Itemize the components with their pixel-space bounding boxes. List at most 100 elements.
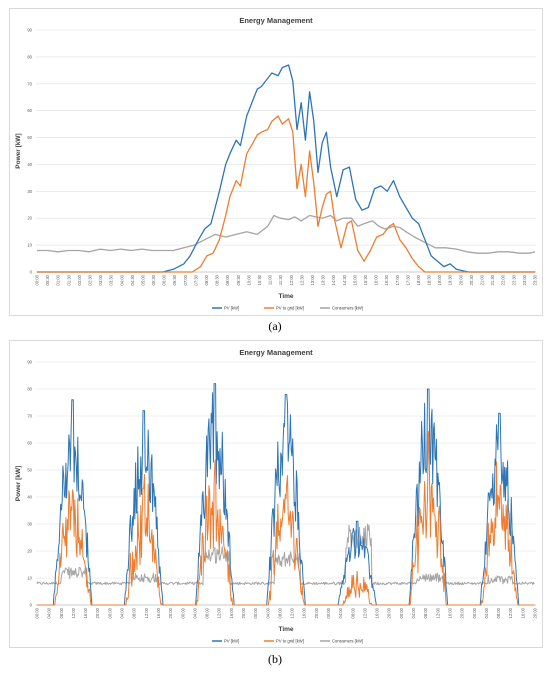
x-tick-label: 05:30 [151,274,156,285]
x-tick-label: 08:00 [350,607,355,618]
x-tick-label: 20:00 [458,274,463,285]
y-tick-label: 70 [27,81,32,86]
x-tick-label: 15:30 [363,274,368,285]
legend-entry: Consumers [kW] [332,306,363,311]
x-tick-label: 13:30 [321,274,326,285]
chart-a: Energy Management 0 10 20 30 40 50 60 70 80 90 Powe… [15,16,538,311]
x-tick-label: 11:00 [268,274,273,285]
y-tick-label: 30 [27,522,32,527]
x-tick-label: 04:00 [411,607,416,618]
x-tick-label: 14:00 [331,274,336,285]
x-tick-label: 06:00 [162,274,167,285]
x-tick-label: 00:00 [35,274,40,285]
legend-entry: PV to grid [kW] [276,639,304,644]
caption-a: (a) [268,319,282,333]
y-tick-label: 10 [27,576,32,581]
legend-entry: PV [kW] [224,639,239,644]
x-tick-label: 12:00 [217,607,222,618]
caption-b: (b) [268,652,282,666]
x-tick-label: 04:30 [130,274,135,285]
x-tick-label: 14:30 [342,274,347,285]
x-tick-label: 11:30 [278,274,283,285]
x-axis-label: Time [278,293,293,300]
x-tick-label: 20:00 [95,607,100,618]
y-tick-label: 30 [27,189,32,194]
x-tick-label: 16:00 [520,607,525,618]
x-tick-label: 09:00 [225,274,230,285]
x-tick-label: 00:00 [107,607,112,618]
y-tick-label: 50 [27,468,32,473]
x-tick-label: 00:30 [45,274,50,285]
x-tick-label: 12:00 [144,607,149,618]
x-tick-label: 08:00 [59,607,64,618]
x-tick-label: 16:00 [302,607,307,618]
x-tick-label: 12:00 [71,607,76,618]
chart-b: Energy Management 0 10 20 30 40 50 60 70 80 90 Powe… [15,348,538,644]
x-tick-label: 22:00 [501,274,506,285]
x-tick-label: 12:00 [508,607,513,618]
x-tick-label: 16:00 [374,274,379,285]
x-tick-label: 12:00 [289,274,294,285]
y-tick-label: 0 [30,603,33,608]
x-tick-label: 08:00 [496,607,501,618]
x-tick-label: 18:30 [427,274,432,285]
x-tick-label: 06:30 [172,274,177,285]
x-tick-label: 04:00 [120,607,125,618]
y-axis-label: Power [kW] [15,466,22,501]
series-line-pvtogridkw [37,430,535,606]
x-tick-label: 20:00 [533,607,538,618]
y-tick-label: 70 [27,414,32,419]
series-line-consumerskw [36,523,535,586]
x-tick-label: 08:00 [277,607,282,618]
y-tick-label: 50 [27,135,32,140]
y-tick-label: 40 [27,495,32,500]
x-tick-label: 12:00 [435,607,440,618]
x-tick-label: 00:00 [35,607,40,618]
x-tick-label: 03:00 [98,274,103,285]
x-tick-label: 15:00 [352,274,357,285]
x-tick-label: 08:00 [205,607,210,618]
x-tick-label: 21:30 [490,274,495,285]
x-axis-label: Time [278,626,293,633]
x-tick-label: 00:00 [180,607,185,618]
y-tick-label: 20 [27,549,32,554]
x-tick-label: 01:30 [66,274,71,285]
x-tick-label: 17:00 [395,274,400,285]
x-tick-label: 23:00 [522,274,527,285]
x-tick-label: 08:00 [204,274,209,285]
legend-entry: PV [kW] [224,306,239,311]
x-tick-label: 05:00 [140,274,145,285]
x-tick-label: 08:00 [132,607,137,618]
x-tick-label: 21:00 [480,274,485,285]
x-tick-label: 12:00 [290,607,295,618]
y-tick-label: 0 [30,270,33,275]
x-tick-label: 03:30 [109,274,114,285]
x-tick-label: 04:00 [119,274,124,285]
x-tick-label: 04:00 [338,607,343,618]
y-tick-label: 90 [27,360,32,365]
y-tick-label: 20 [27,216,32,221]
x-tick-label: 08:30 [215,274,220,285]
x-tick-label: 09:30 [236,274,241,285]
y-tick-label: 80 [27,387,32,392]
x-tick-label: 10:30 [257,274,262,285]
x-tick-label: 00:00 [253,607,258,618]
x-tick-label: 20:30 [469,274,474,285]
series-line-pvkw [37,64,535,273]
x-tick-label: 07:30 [193,274,198,285]
chart-title: Energy Management [239,16,313,25]
x-tick-label: 00:00 [326,607,331,618]
x-tick-label: 16:00 [156,607,161,618]
series-line-pvtogridkw [37,115,535,273]
x-tick-label: 16:00 [447,607,452,618]
x-tick-label: 02:00 [77,274,82,285]
x-tick-label: 18:00 [416,274,421,285]
x-tick-label: 04:00 [47,607,52,618]
series-line-consumerskw [37,214,536,254]
y-tick-label: 10 [27,243,32,248]
x-tick-label: 20:00 [387,607,392,618]
y-tick-label: 40 [27,162,32,167]
x-tick-label: 00:00 [472,607,477,618]
legend-entry: PV to grid [kW] [276,306,304,311]
x-tick-label: 16:00 [375,607,380,618]
